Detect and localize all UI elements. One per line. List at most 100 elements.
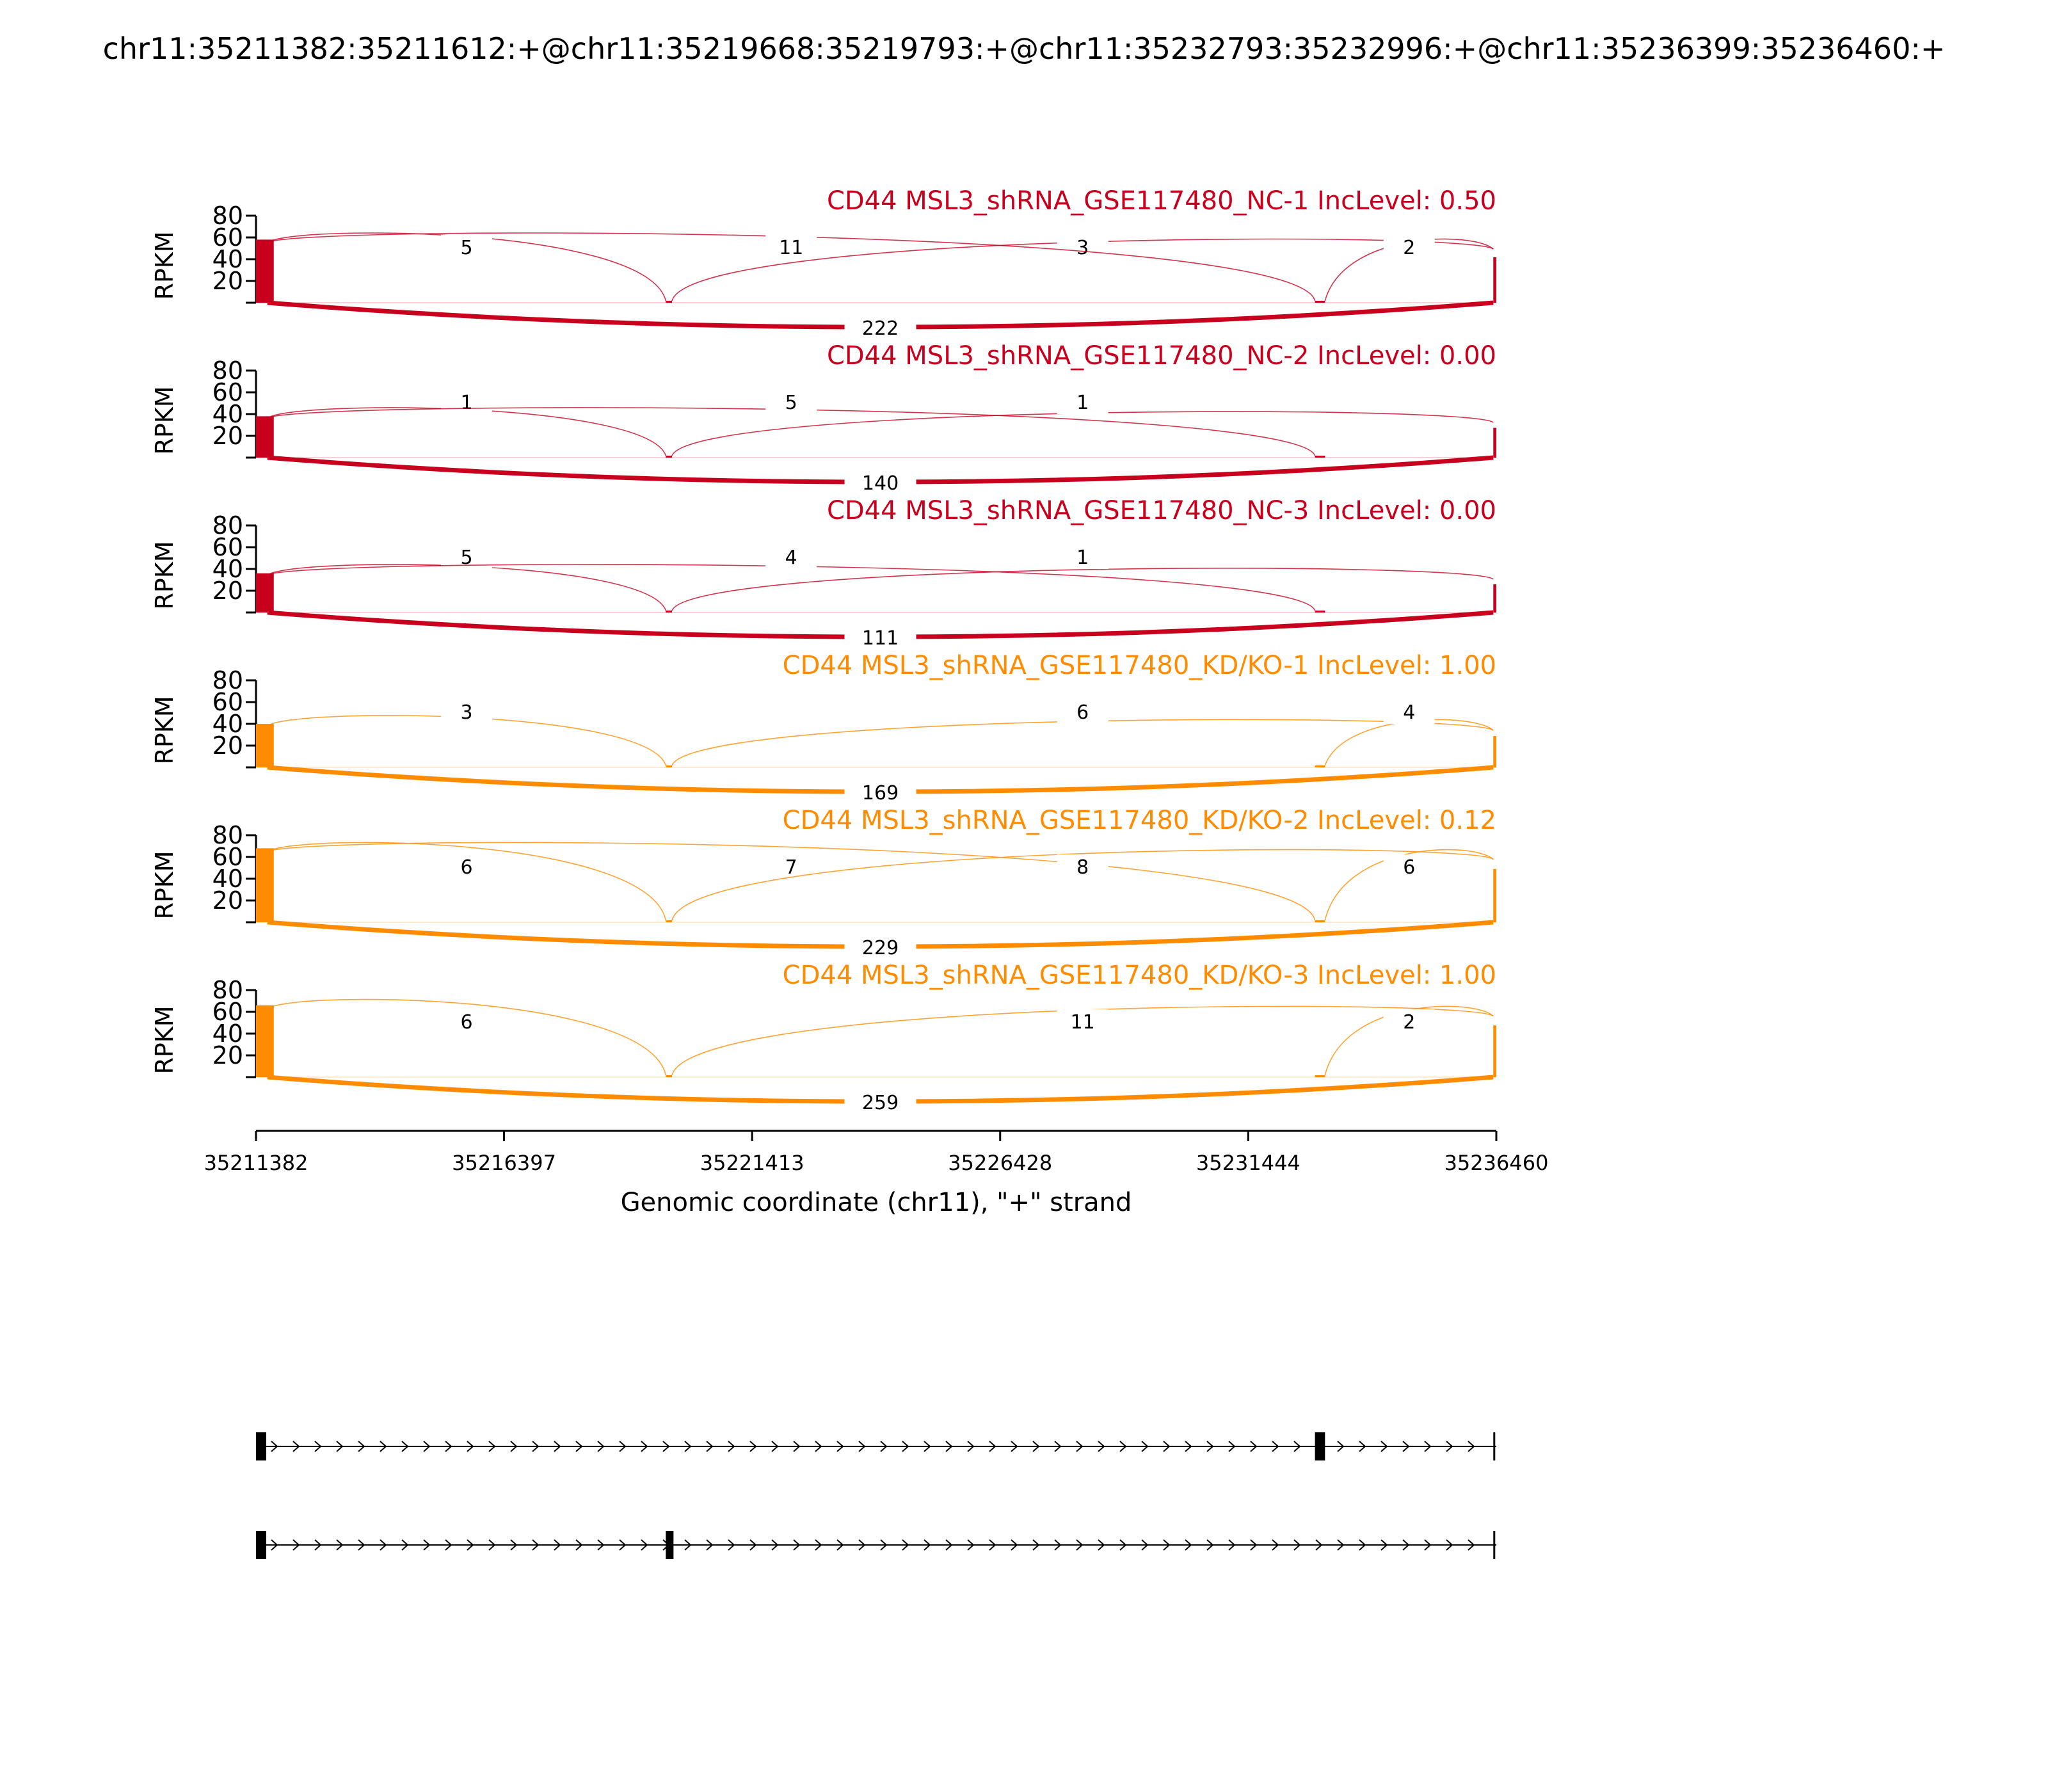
junction-arc — [267, 564, 667, 611]
strand-arrow — [488, 1441, 496, 1452]
strand-arrow — [314, 1441, 322, 1452]
junction-count: 6 — [1403, 856, 1415, 879]
junction-label-box — [1383, 1009, 1435, 1034]
strand-arrow — [836, 1539, 844, 1551]
junction-arc — [671, 568, 1494, 611]
junction-arc — [671, 719, 1494, 766]
strand-arrow — [706, 1441, 714, 1452]
strand-arrow — [336, 1441, 344, 1452]
y-tick-label: 80 — [212, 356, 243, 385]
strand-arrow — [1424, 1539, 1432, 1551]
strand-arrow — [967, 1441, 975, 1452]
junction-count: 1 — [1076, 392, 1089, 414]
y-tick-label: 20 — [212, 577, 243, 605]
y-tick-label: 40 — [212, 1020, 243, 1048]
strand-arrow — [1293, 1441, 1301, 1452]
coverage-exon3 — [1315, 920, 1325, 922]
junction-count: 1 — [1076, 547, 1089, 569]
junction-label-box — [1383, 700, 1435, 724]
junction-label-box — [1057, 854, 1108, 879]
junction-count: 2 — [1403, 1011, 1415, 1034]
coverage-exon4 — [1493, 868, 1496, 922]
junction-count: 6 — [1076, 701, 1089, 724]
junction-count: 5 — [785, 392, 797, 414]
junction-count: 7 — [785, 856, 797, 879]
strand-arrow — [1359, 1539, 1366, 1551]
coverage-exon1 — [256, 239, 274, 303]
strand-arrow — [728, 1539, 735, 1551]
strand-arrow — [467, 1539, 474, 1551]
strand-arrow — [1293, 1539, 1301, 1551]
junction-count: 2 — [1403, 237, 1415, 259]
strand-arrow — [945, 1441, 953, 1452]
strand-arrow — [662, 1441, 670, 1452]
junction-arc — [671, 411, 1494, 456]
junction-label-box — [1057, 390, 1108, 414]
exon-block — [1315, 1432, 1325, 1460]
strand-arrow — [1272, 1441, 1279, 1452]
junction-label-box — [441, 390, 493, 414]
junction-label-box — [1057, 700, 1108, 724]
junction-count: 222 — [862, 317, 899, 340]
strand-arrow — [597, 1441, 605, 1452]
track-label: CD44 MSL3_shRNA_GSE117480_KD/KO-3 IncLev… — [783, 961, 1496, 990]
strand-arrow — [858, 1539, 866, 1551]
junction-count: 6 — [461, 1011, 473, 1034]
coverage-exon3 — [1315, 611, 1325, 612]
strand-arrow — [445, 1539, 452, 1551]
strand-arrow — [1076, 1441, 1084, 1452]
junction-count: 11 — [779, 237, 803, 259]
junction-label-box — [844, 1089, 916, 1115]
strand-arrow — [1380, 1539, 1388, 1551]
x-tick-label: 35226428 — [948, 1151, 1052, 1175]
strand-arrow — [1098, 1539, 1105, 1551]
strand-arrow — [771, 1539, 779, 1551]
strand-arrow — [989, 1539, 996, 1551]
junction-arc — [1324, 849, 1494, 921]
junction-label-box — [844, 779, 916, 805]
strand-arrow — [358, 1441, 365, 1452]
strand-arrow — [684, 1441, 692, 1452]
track-label: CD44 MSL3_shRNA_GSE117480_KD/KO-1 IncLev… — [783, 651, 1496, 680]
strand-arrow — [336, 1539, 344, 1551]
strand-arrow — [554, 1441, 561, 1452]
y-tick-label: 20 — [212, 1041, 243, 1069]
strand-arrow — [728, 1441, 735, 1452]
strand-arrow — [292, 1539, 300, 1551]
strand-arrow — [445, 1441, 452, 1452]
x-tick-label: 35231444 — [1196, 1151, 1300, 1175]
strand-arrow — [1119, 1441, 1127, 1452]
coverage-exon3 — [1315, 301, 1325, 303]
strand-arrow — [924, 1441, 931, 1452]
coverage-exon1 — [256, 1005, 274, 1077]
strand-arrow — [641, 1441, 648, 1452]
strand-arrow — [1141, 1539, 1149, 1551]
strand-arrow — [1119, 1539, 1127, 1551]
strand-arrow — [967, 1539, 975, 1551]
exon-block — [1493, 1531, 1496, 1559]
coverage-exon1 — [256, 848, 274, 922]
strand-arrow — [1315, 1539, 1323, 1551]
junction-count: 11 — [1071, 1011, 1095, 1034]
junction-label-box — [1383, 235, 1435, 259]
junction-arc — [267, 407, 1316, 456]
exon-block — [666, 1531, 674, 1559]
junction-arc — [267, 564, 1316, 611]
junction-count: 3 — [461, 701, 473, 724]
strand-arrow — [619, 1539, 627, 1551]
strand-arrow — [314, 1539, 322, 1551]
junction-label-box — [1057, 545, 1108, 569]
junction-count: 5 — [461, 237, 473, 259]
junction-count: 140 — [862, 472, 899, 495]
coverage-exon2 — [666, 920, 672, 922]
strand-arrow — [1228, 1539, 1236, 1551]
junction-count: 1 — [461, 392, 473, 414]
strand-arrow — [271, 1441, 278, 1452]
y-axis-label: RPKM — [150, 541, 179, 609]
strand-arrow — [1250, 1441, 1258, 1452]
strand-arrow — [1185, 1441, 1192, 1452]
strand-arrow — [380, 1441, 387, 1452]
